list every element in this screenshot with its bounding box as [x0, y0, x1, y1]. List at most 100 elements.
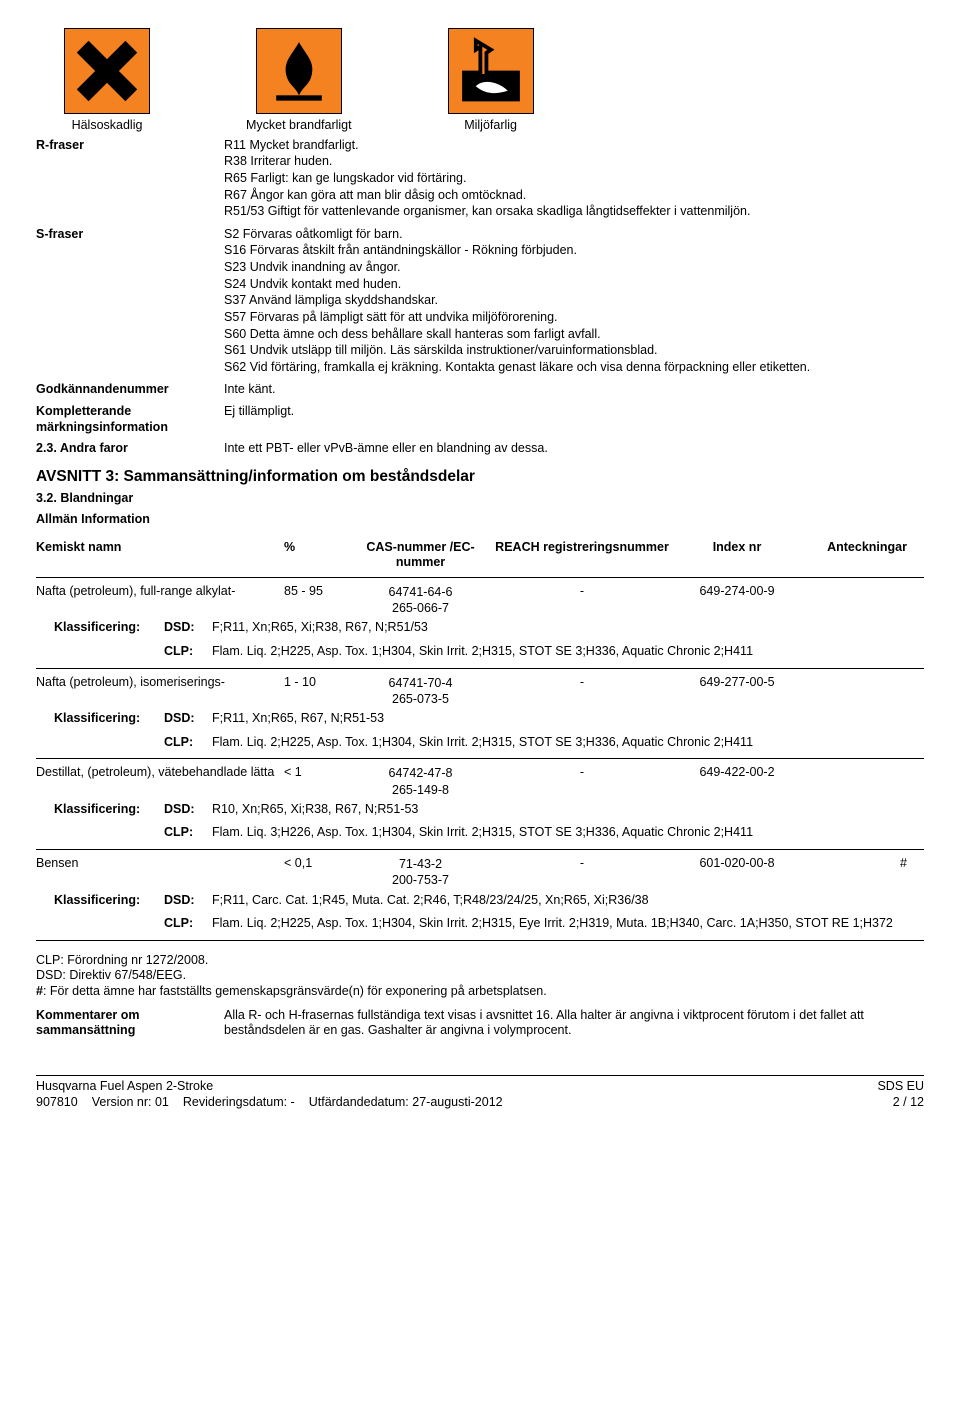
th-name: Kemiskt namn [36, 540, 284, 571]
clp-label: CLP: [164, 644, 212, 660]
cell-idx: 649-422-00-2 [677, 765, 797, 798]
th-pct: % [284, 540, 354, 571]
r-phrase: R65 Farligt: kan ge lungskador vid förtä… [224, 171, 924, 187]
footnote-dsd: DSD: Direktiv 67/548/EEG. [36, 968, 924, 984]
dsd-label: DSD: [164, 620, 212, 636]
cell-pct: 1 - 10 [284, 675, 354, 708]
table-row: Nafta (petroleum), full-range alkylat-85… [36, 578, 924, 669]
cell-note: # [797, 856, 907, 889]
cell-name: Nafta (petroleum), full-range alkylat- [36, 584, 284, 617]
s-phrase: S16 Förvaras åtskilt från antändningskäl… [224, 243, 924, 259]
cell-cas: 64741-70-4265-073-5 [354, 675, 487, 708]
section-3-sub1: 3.2. Blandningar [36, 491, 924, 507]
dsd-value: F;R11, Xn;R65, Xi;R38, R67, N;R51/53 [212, 620, 924, 636]
cell-reach: - [487, 675, 677, 708]
cell-note [797, 765, 907, 798]
clp-label: CLP: [164, 735, 212, 751]
section-3-title: AVSNITT 3: Sammansättning/information om… [36, 467, 924, 486]
cell-reach: - [487, 856, 677, 889]
flammable-icon [256, 28, 342, 114]
cell-reach: - [487, 765, 677, 798]
footnote-clp: CLP: Förordning nr 1272/2008. [36, 953, 924, 969]
clp-value: Flam. Liq. 2;H225, Asp. Tox. 1;H304, Ski… [212, 916, 924, 932]
table-row: Destillat, (petroleum), vätebehandlade l… [36, 759, 924, 850]
cell-cas: 64742-47-8265-149-8 [354, 765, 487, 798]
s-fraser-label: S-fraser [36, 227, 214, 377]
cell-idx: 601-020-00-8 [677, 856, 797, 889]
cell-cas: 64741-64-6265-066-7 [354, 584, 487, 617]
hazard-environment: Miljöfarlig [448, 28, 534, 134]
clp-label: CLP: [164, 825, 212, 841]
th-idx: Index nr [677, 540, 797, 571]
footnotes: CLP: Förordning nr 1272/2008. DSD: Direk… [36, 953, 924, 1000]
clp-value: Flam. Liq. 3;H226, Asp. Tox. 1;H304, Ski… [212, 825, 924, 841]
s-phrase: S60 Detta ämne och dess behållare skall … [224, 327, 924, 343]
comment-block: Kommentarer om sammansättning Alla R- oc… [36, 1008, 924, 1039]
r-fraser-values: R11 Mycket brandfarligt. R38 Irriterar h… [224, 138, 924, 221]
footer-product: Husqvarna Fuel Aspen 2-Stroke [36, 1079, 503, 1095]
klass-label: Klassificering: [54, 893, 164, 909]
cell-idx: 649-277-00-5 [677, 675, 797, 708]
s-phrase: S2 Förvaras oåtkomligt för barn. [224, 227, 924, 243]
cell-pct: 85 - 95 [284, 584, 354, 617]
komp-value: Ej tillämpligt. [224, 404, 924, 435]
dsd-value: R10, Xn;R65, Xi;R38, R67, N;R51-53 [212, 802, 924, 818]
row-separator [36, 940, 924, 941]
s-phrase: S37 Använd lämpliga skyddshandskar. [224, 293, 924, 309]
cell-pct: < 0,1 [284, 856, 354, 889]
th-cas: CAS-nummer /EC-nummer [354, 540, 487, 571]
godk-value: Inte känt. [224, 382, 924, 398]
table-header-row: Kemiskt namn % CAS-nummer /EC-nummer REA… [36, 536, 924, 578]
comment-text: Alla R- och H-frasernas fullständiga tex… [224, 1008, 924, 1039]
klass-label: Klassificering: [54, 711, 164, 727]
s-phrase: S61 Undvik utsläpp till miljön. Läs särs… [224, 343, 924, 359]
footnote-hash: #: För detta ämne har fastställts gemens… [36, 984, 924, 1000]
cell-reach: - [487, 584, 677, 617]
andra-value: Inte ett PBT- eller vPvB-ämne eller en b… [224, 441, 924, 457]
comment-label: Kommentarer om sammansättning [36, 1008, 224, 1039]
th-note: Anteckningar [797, 540, 907, 571]
komp-label: Kompletterande märkningsinformation [36, 404, 214, 435]
hazard-pictograms: Hälsoskadlig Mycket brandfarligt Miljöfa… [64, 28, 924, 134]
footer-utf: Utfärdandedatum: 27-augusti-2012 [309, 1095, 503, 1111]
hazard-environment-label: Miljöfarlig [464, 118, 517, 134]
hazard-harmful-label: Hälsoskadlig [72, 118, 143, 134]
dsd-value: F;R11, Xn;R65, R67, N;R51-53 [212, 711, 924, 727]
harmful-icon [64, 28, 150, 114]
s-phrase: S23 Undvik inandning av ångor. [224, 260, 924, 276]
page-footer: Husqvarna Fuel Aspen 2-Stroke 907810 Ver… [36, 1076, 924, 1110]
dsd-label: DSD: [164, 893, 212, 909]
godk-label: Godkännandenummer [36, 382, 214, 398]
footer-revid: Revideringsdatum: - [183, 1095, 295, 1111]
r-phrase: R11 Mycket brandfarligt. [224, 138, 924, 154]
s-phrase: S57 Förvaras på lämpligt sätt för att un… [224, 310, 924, 326]
footer-id: 907810 [36, 1095, 78, 1111]
footer-page: 2 / 12 [877, 1095, 924, 1111]
cell-idx: 649-274-00-9 [677, 584, 797, 617]
clp-value: Flam. Liq. 2;H225, Asp. Tox. 1;H304, Ski… [212, 644, 924, 660]
cell-note [797, 584, 907, 617]
footer-version: Version nr: 01 [92, 1095, 169, 1111]
hazard-harmful: Hälsoskadlig [64, 28, 150, 134]
cell-note [797, 675, 907, 708]
clp-label: CLP: [164, 916, 212, 932]
klass-label: Klassificering: [54, 620, 164, 636]
hazard-flammable-label: Mycket brandfarligt [246, 118, 352, 134]
info-grid: R-fraser R11 Mycket brandfarligt. R38 Ir… [36, 138, 924, 457]
dsd-value: F;R11, Carc. Cat. 1;R45, Muta. Cat. 2;R4… [212, 893, 924, 909]
table-row: Nafta (petroleum), isomeriserings-1 - 10… [36, 669, 924, 760]
clp-value: Flam. Liq. 2;H225, Asp. Tox. 1;H304, Ski… [212, 735, 924, 751]
klass-label: Klassificering: [54, 802, 164, 818]
environment-icon [448, 28, 534, 114]
table-row: Bensen< 0,171-43-2200-753-7-601-020-00-8… [36, 850, 924, 941]
dsd-label: DSD: [164, 711, 212, 727]
cell-name: Destillat, (petroleum), vätebehandlade l… [36, 765, 284, 798]
composition-table: Kemiskt namn % CAS-nummer /EC-nummer REA… [36, 536, 924, 941]
r-phrase: R38 Irriterar huden. [224, 154, 924, 170]
s-fraser-values: S2 Förvaras oåtkomligt för barn. S16 För… [224, 227, 924, 377]
hazard-flammable: Mycket brandfarligt [246, 28, 352, 134]
dsd-label: DSD: [164, 802, 212, 818]
cell-pct: < 1 [284, 765, 354, 798]
r-fraser-label: R-fraser [36, 138, 214, 221]
cell-name: Bensen [36, 856, 284, 889]
